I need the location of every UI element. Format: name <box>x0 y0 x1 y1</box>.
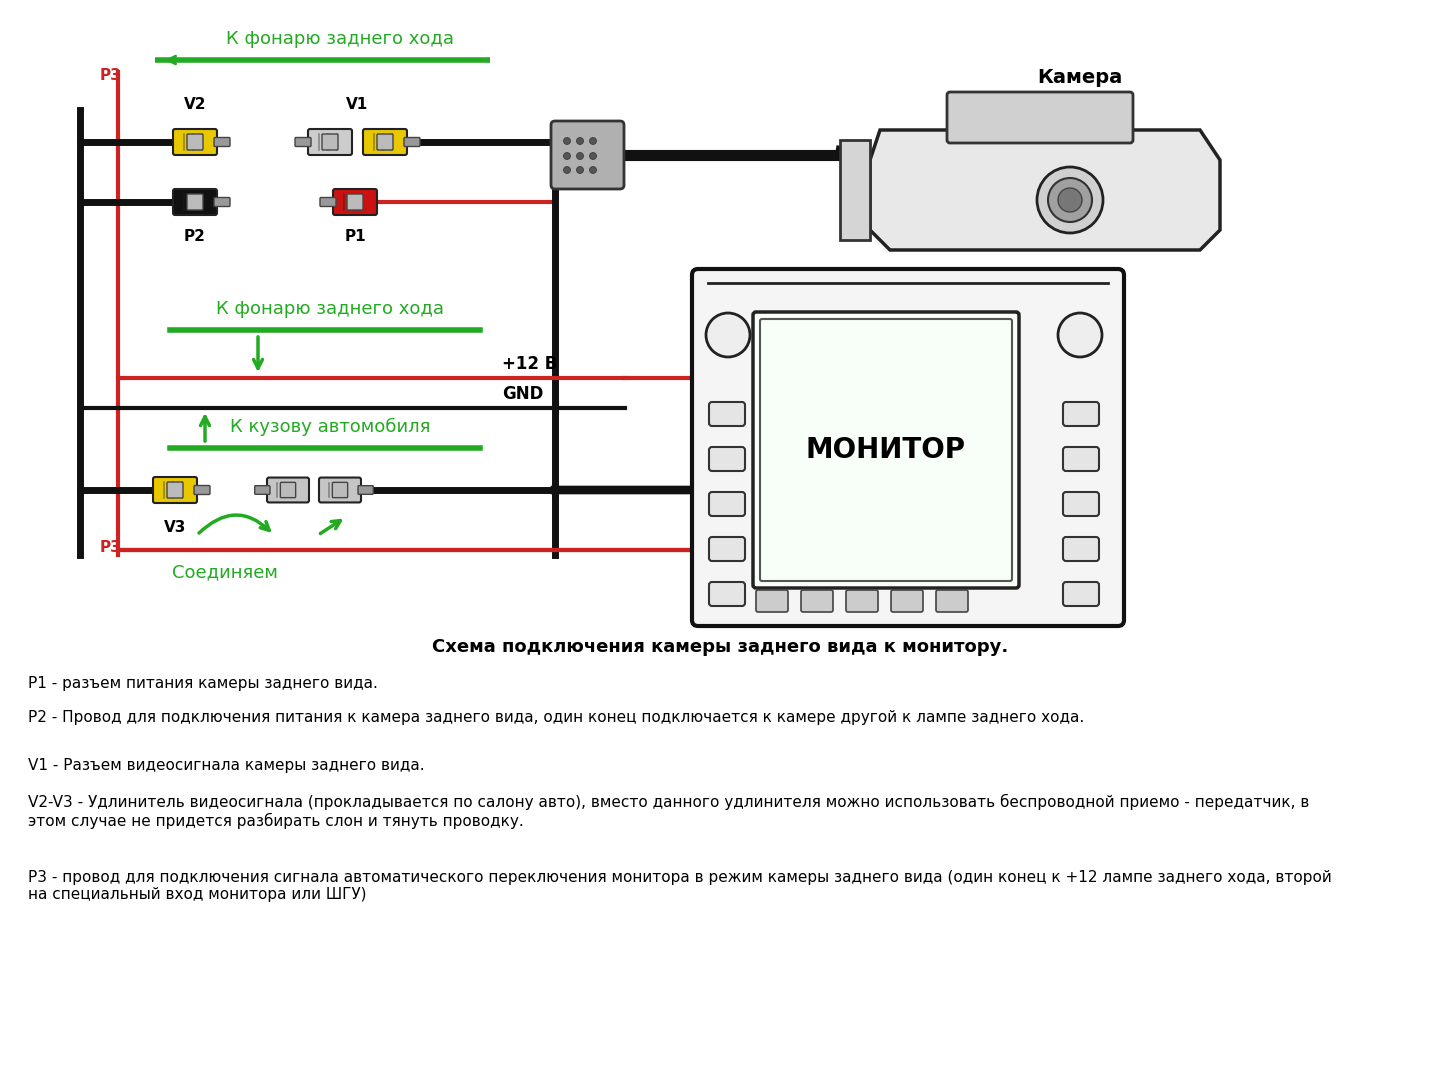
Circle shape <box>1058 313 1102 357</box>
Text: V2-V3 - Удлинитель видеосигнала (прокладывается по салону авто), вместо данного : V2-V3 - Удлинитель видеосигнала (проклад… <box>27 794 1309 829</box>
FancyBboxPatch shape <box>194 486 210 494</box>
Polygon shape <box>840 140 870 240</box>
Circle shape <box>1058 188 1081 212</box>
FancyBboxPatch shape <box>281 482 295 497</box>
FancyBboxPatch shape <box>936 590 968 612</box>
Circle shape <box>589 152 596 160</box>
FancyBboxPatch shape <box>266 477 310 503</box>
FancyBboxPatch shape <box>1063 447 1099 471</box>
FancyBboxPatch shape <box>708 447 744 471</box>
Text: МОНИТОР: МОНИТОР <box>806 436 966 464</box>
FancyBboxPatch shape <box>173 129 217 155</box>
FancyBboxPatch shape <box>333 189 377 215</box>
FancyBboxPatch shape <box>323 134 338 150</box>
FancyBboxPatch shape <box>552 121 624 189</box>
FancyBboxPatch shape <box>891 590 923 612</box>
FancyBboxPatch shape <box>167 482 183 498</box>
FancyBboxPatch shape <box>1063 537 1099 561</box>
Circle shape <box>563 166 570 174</box>
FancyBboxPatch shape <box>363 129 408 155</box>
FancyBboxPatch shape <box>948 92 1133 143</box>
FancyBboxPatch shape <box>215 137 230 147</box>
Text: К кузову автомобиля: К кузову автомобиля <box>230 418 431 436</box>
Polygon shape <box>870 130 1220 250</box>
FancyBboxPatch shape <box>801 590 832 612</box>
Circle shape <box>563 152 570 160</box>
Circle shape <box>576 152 583 160</box>
Text: P3: P3 <box>99 68 122 83</box>
Circle shape <box>576 166 583 174</box>
Text: V1: V1 <box>346 96 369 111</box>
FancyBboxPatch shape <box>320 477 361 503</box>
FancyBboxPatch shape <box>333 482 347 497</box>
Text: P2: P2 <box>184 229 206 244</box>
Text: V3: V3 <box>164 520 186 535</box>
FancyBboxPatch shape <box>359 486 373 494</box>
Text: P1 - разъем питания камеры заднего вида.: P1 - разъем питания камеры заднего вида. <box>27 676 377 691</box>
Circle shape <box>563 137 570 145</box>
Text: Соединяем: Соединяем <box>171 563 278 581</box>
FancyBboxPatch shape <box>756 590 788 612</box>
FancyBboxPatch shape <box>308 129 351 155</box>
FancyBboxPatch shape <box>187 194 203 210</box>
FancyBboxPatch shape <box>173 189 217 215</box>
FancyBboxPatch shape <box>255 486 271 494</box>
FancyBboxPatch shape <box>187 134 203 150</box>
Text: P3: P3 <box>99 540 122 555</box>
Text: P1: P1 <box>344 229 366 244</box>
FancyBboxPatch shape <box>693 269 1125 626</box>
Text: Камера: Камера <box>1037 68 1123 87</box>
Text: V1 - Разъем видеосигнала камеры заднего вида.: V1 - Разъем видеосигнала камеры заднего … <box>27 758 425 773</box>
FancyBboxPatch shape <box>215 197 230 207</box>
FancyBboxPatch shape <box>1063 402 1099 426</box>
FancyBboxPatch shape <box>1063 582 1099 606</box>
Circle shape <box>706 313 750 357</box>
Text: P2 - Провод для подключения питания к камера заднего вида, один конец подключает: P2 - Провод для подключения питания к ка… <box>27 710 1084 725</box>
FancyBboxPatch shape <box>347 194 363 210</box>
FancyBboxPatch shape <box>753 312 1020 589</box>
Circle shape <box>1048 178 1092 222</box>
FancyBboxPatch shape <box>708 537 744 561</box>
FancyBboxPatch shape <box>405 137 420 147</box>
Circle shape <box>589 166 596 174</box>
FancyBboxPatch shape <box>377 134 393 150</box>
Text: +12 В: +12 В <box>503 355 557 373</box>
Text: V2: V2 <box>184 96 206 111</box>
Text: К фонарю заднего хода: К фонарю заднего хода <box>216 300 444 318</box>
FancyBboxPatch shape <box>708 402 744 426</box>
FancyBboxPatch shape <box>847 590 878 612</box>
FancyBboxPatch shape <box>708 582 744 606</box>
Circle shape <box>576 137 583 145</box>
Circle shape <box>589 137 596 145</box>
FancyBboxPatch shape <box>708 492 744 516</box>
Text: GND: GND <box>503 385 543 403</box>
FancyBboxPatch shape <box>153 477 197 503</box>
Text: Р3 - провод для подключения сигнала автоматического переключения монитора в режи: Р3 - провод для подключения сигнала авто… <box>27 870 1332 903</box>
FancyBboxPatch shape <box>295 137 311 147</box>
Text: Схема подключения камеры заднего вида к монитору.: Схема подключения камеры заднего вида к … <box>432 638 1008 656</box>
Text: К фонарю заднего хода: К фонарю заднего хода <box>226 30 454 48</box>
FancyBboxPatch shape <box>1063 492 1099 516</box>
FancyBboxPatch shape <box>320 197 336 207</box>
Circle shape <box>1037 167 1103 233</box>
